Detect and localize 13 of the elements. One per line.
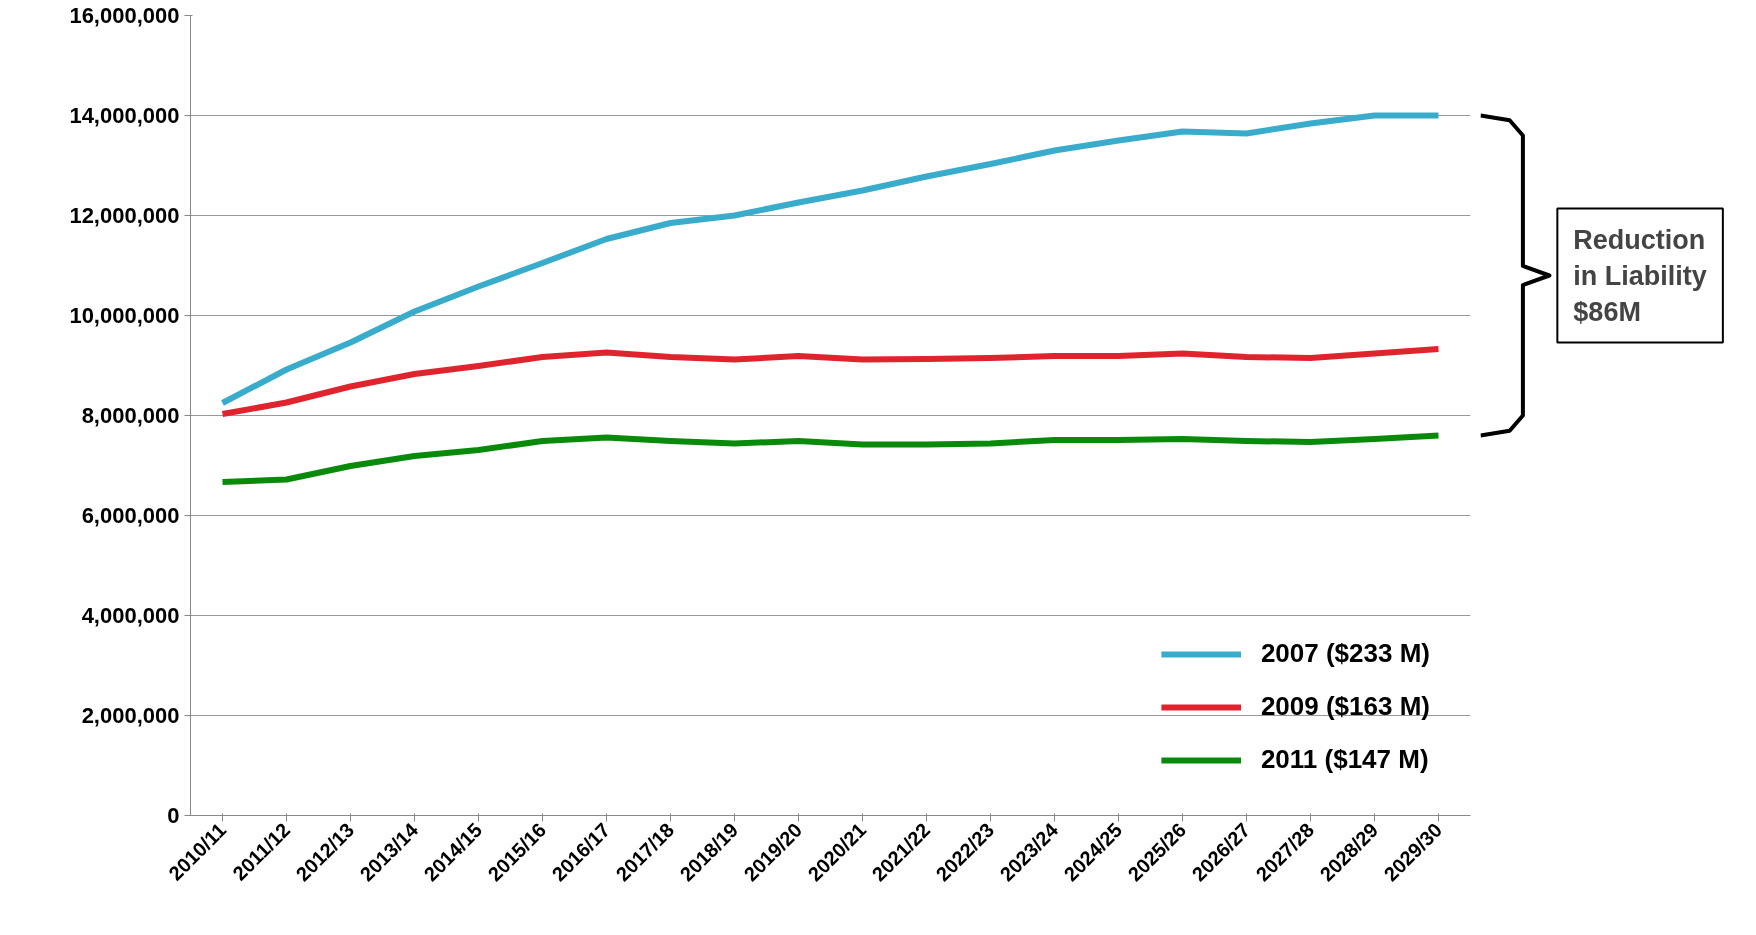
y-tick-label: 14,000,000 (69, 103, 180, 128)
legend-label: 2009 ($163 M) (1260, 691, 1430, 722)
legend-label: 2007 ($233 M) (1260, 638, 1430, 669)
y-tick-label: 2,000,000 (81, 703, 180, 728)
y-tick-label: 12,000,000 (69, 203, 180, 228)
y-tick-label: 6,000,000 (81, 503, 180, 528)
text: Reduction in Liability $86M (1573, 224, 1707, 327)
y-tick-label: 0 (167, 803, 180, 828)
y-tick-label: 8,000,000 (81, 403, 180, 428)
y-tick-label: 10,000,000 (69, 303, 180, 328)
legend-label: 2011 ($147 M) (1260, 744, 1429, 775)
y-tick-label: 4,000,000 (81, 603, 180, 628)
y-tick-label: 16,000,000 (69, 3, 180, 28)
